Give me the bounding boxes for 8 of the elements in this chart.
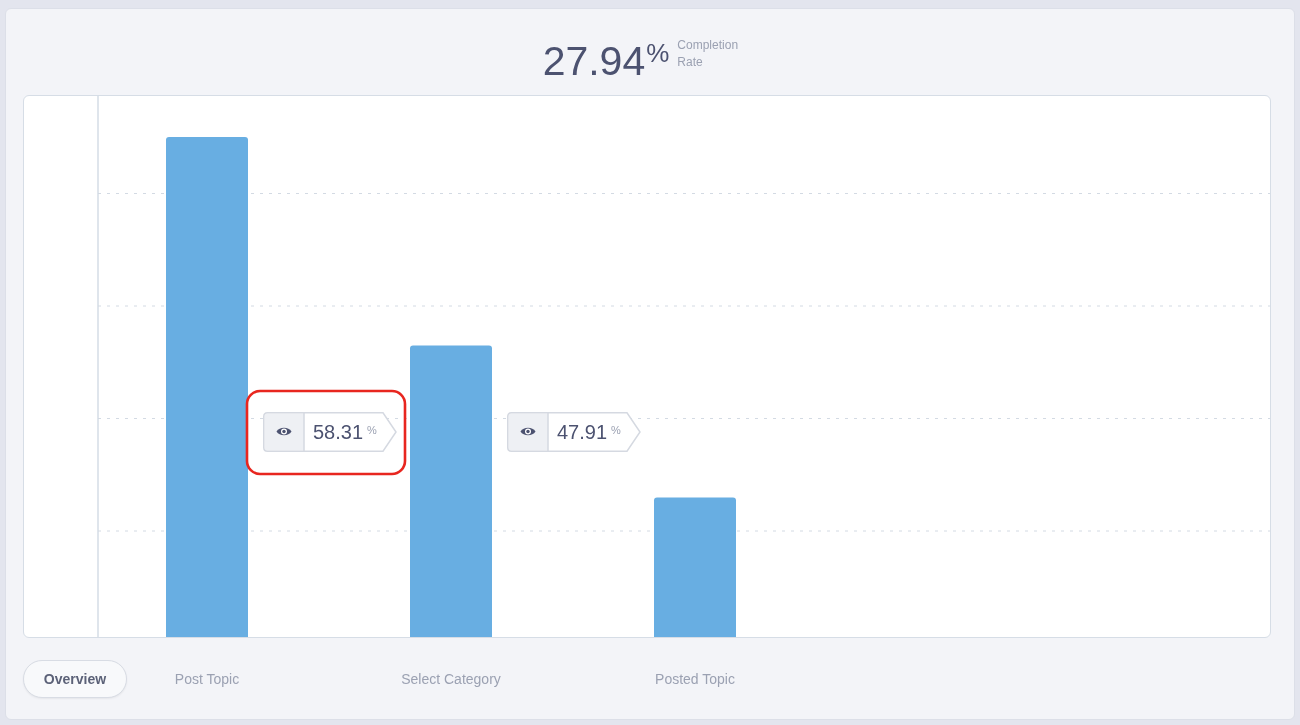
x-tick-label: Post Topic [174, 671, 240, 687]
chart-subtitle: Completion Rate [677, 37, 740, 71]
chart-title: 27.94$^{%}$ [542, 37, 670, 86]
annotation: 58.31$^{%}$ [313, 420, 377, 444]
annotation: 47.91$^{%}$ [557, 420, 621, 444]
pill-button: Overview [23, 660, 127, 698]
x-tick-label: Select Category [401, 671, 501, 687]
x-tick-label: Posted Topic [655, 671, 735, 687]
